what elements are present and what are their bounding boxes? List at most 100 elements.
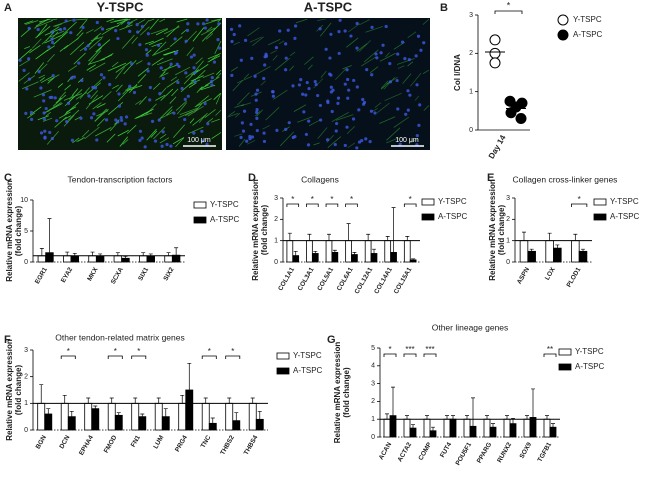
texture (137, 74, 147, 84)
texture (347, 142, 356, 149)
texture (117, 104, 122, 108)
bar (463, 418, 471, 438)
texture (408, 93, 412, 97)
bar (208, 422, 217, 431)
texture (407, 31, 417, 38)
texture (335, 114, 354, 121)
significance-label: * (350, 195, 353, 204)
texture (416, 34, 421, 38)
texture (398, 142, 402, 146)
texture (27, 112, 36, 119)
texture (93, 86, 98, 90)
texture (50, 136, 54, 141)
texture (114, 118, 118, 122)
texture (189, 118, 195, 124)
texture (100, 27, 105, 31)
texture (76, 138, 84, 142)
texture (289, 65, 295, 71)
texture (293, 135, 297, 139)
texture (379, 52, 396, 62)
texture (173, 37, 177, 41)
texture (158, 106, 173, 121)
texture (36, 27, 40, 32)
texture (361, 97, 365, 102)
texture (368, 139, 372, 144)
texture (43, 129, 47, 133)
error-bar (140, 413, 145, 417)
error-bar (47, 218, 52, 253)
texture (59, 28, 63, 32)
texture (46, 45, 55, 52)
bar (489, 426, 497, 438)
y-tick-label: 0 (506, 259, 510, 266)
bar (449, 418, 457, 438)
bar (443, 418, 451, 438)
texture (116, 18, 131, 25)
error-bar (174, 247, 179, 256)
y-axis-label: (fold change) (260, 205, 269, 256)
bar (423, 418, 431, 438)
texture (137, 67, 149, 77)
texture (284, 42, 288, 46)
legend-swatch (593, 198, 607, 206)
texture (230, 66, 239, 72)
texture (135, 60, 143, 65)
texture (278, 29, 282, 33)
texture (254, 98, 258, 102)
texture (58, 111, 71, 119)
bar (409, 259, 417, 263)
texture (89, 62, 106, 73)
error-bar (313, 250, 318, 254)
texture (333, 142, 337, 147)
texture (159, 66, 163, 70)
texture (120, 118, 124, 122)
x-tick-label: SIX2 (162, 266, 175, 282)
texture (27, 77, 32, 81)
texture (327, 136, 342, 149)
texture (146, 32, 150, 36)
texture (237, 92, 250, 106)
y-axis-label: Relative mRNA expression (5, 339, 14, 441)
error-bar (287, 232, 292, 241)
error-bar (69, 410, 74, 417)
texture (58, 91, 67, 100)
texture (52, 94, 67, 107)
texture (64, 102, 79, 116)
x-tick-label: FUT4 (439, 441, 453, 459)
point (489, 34, 501, 46)
texture (186, 94, 190, 98)
error-bar (109, 397, 114, 404)
bar (154, 402, 163, 431)
error-bar (491, 423, 495, 428)
texture (422, 69, 430, 74)
texture (106, 18, 115, 23)
texture (72, 18, 76, 22)
texture (328, 72, 332, 76)
texture (233, 41, 241, 46)
legend-swatch (557, 14, 569, 26)
texture (256, 109, 264, 117)
texture (50, 30, 55, 34)
texture (293, 36, 297, 40)
texture (50, 95, 54, 99)
texture (91, 85, 95, 89)
chart-title: Collagen cross-linker genes (513, 174, 618, 184)
texture (194, 98, 212, 108)
texture (185, 28, 190, 32)
texture (241, 102, 252, 107)
error-bar (385, 236, 390, 241)
error-bar (234, 412, 239, 421)
texture (19, 59, 30, 67)
texture (30, 117, 34, 121)
texture (346, 77, 350, 82)
x-tick-label: EPHA4 (78, 434, 95, 457)
texture (284, 127, 288, 131)
error-bar (555, 244, 560, 249)
texture (29, 44, 41, 54)
x-tick-label: EGR1 (34, 266, 49, 285)
texture (84, 126, 100, 140)
texture (54, 23, 62, 28)
texture (39, 77, 45, 82)
texture (375, 56, 379, 60)
texture (385, 52, 390, 58)
